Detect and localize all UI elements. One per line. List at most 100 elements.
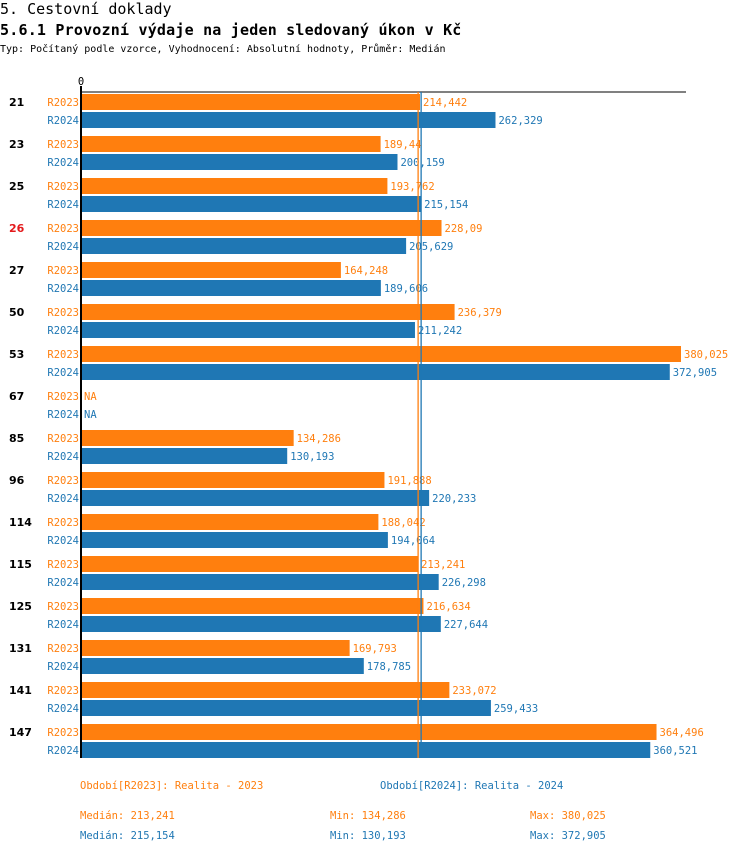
bar <box>82 682 450 698</box>
series-label: R2023 <box>47 559 79 571</box>
category-label: 147 <box>9 726 32 739</box>
series-label: R2023 <box>47 349 79 361</box>
stat-min-r2024: Min: 130,193 <box>330 830 406 842</box>
series-label: R2024 <box>47 661 79 673</box>
bar <box>82 658 364 674</box>
category-label: 26 <box>9 222 25 235</box>
data-label: 262,329 <box>498 115 542 127</box>
category-label: 131 <box>9 642 32 655</box>
data-label: 259,433 <box>494 703 538 715</box>
bar <box>82 220 442 236</box>
bar <box>82 346 681 362</box>
series-label: R2024 <box>47 409 79 421</box>
bar <box>82 514 379 530</box>
bar <box>82 178 388 194</box>
series-label: R2023 <box>47 643 79 655</box>
bar <box>82 238 407 254</box>
series-label: R2024 <box>47 115 79 127</box>
category-label: 21 <box>9 96 24 109</box>
series-label: R2024 <box>47 157 79 169</box>
data-label: 134,286 <box>297 433 341 445</box>
bar <box>82 154 398 170</box>
bar <box>82 322 415 338</box>
bar <box>82 94 421 110</box>
series-label: R2023 <box>47 727 79 739</box>
category-label: 50 <box>9 306 25 319</box>
bar <box>82 472 385 488</box>
data-label: 233,072 <box>452 685 496 697</box>
category-label: 125 <box>9 600 32 613</box>
data-label: 213,241 <box>421 559 465 571</box>
data-label: 205,629 <box>409 241 453 253</box>
category-label: 27 <box>9 264 24 277</box>
bar <box>82 700 491 716</box>
data-label: 228,09 <box>445 223 483 235</box>
series-label: R2024 <box>47 367 79 379</box>
stat-median-r2024: Medián: 215,154 <box>80 830 175 842</box>
series-label: R2023 <box>47 265 79 277</box>
bar <box>82 598 424 614</box>
stat-max-r2024: Max: 372,905 <box>530 830 606 842</box>
category-label: 85 <box>9 432 24 445</box>
series-label: R2023 <box>47 139 79 151</box>
bar <box>82 574 439 590</box>
data-label: 214,442 <box>423 97 467 109</box>
data-label: 380,025 <box>684 349 728 361</box>
series-label: R2024 <box>47 745 79 757</box>
bar-chart: 0 21 R2023 214,442 R2024 262,329 23 R2023 189,44… <box>9 76 728 758</box>
data-label: 164,248 <box>344 265 388 277</box>
stat-max-r2023: Max: 380,025 <box>530 810 606 822</box>
series-label: R2024 <box>47 619 79 631</box>
series-label: R2023 <box>47 475 79 487</box>
bar <box>82 304 455 320</box>
category-label: 25 <box>9 180 24 193</box>
bar <box>82 532 388 548</box>
x-tick-label: 0 <box>78 76 84 88</box>
bar <box>82 742 651 758</box>
series-label: R2024 <box>47 199 79 211</box>
bar <box>82 280 381 296</box>
data-label: 215,154 <box>424 199 468 211</box>
chart-subtitle: Typ: Počítaný podle vzorce, Vyhodnocení:… <box>0 44 446 55</box>
series-label: R2024 <box>47 493 79 505</box>
category-label: 115 <box>9 558 32 571</box>
data-label: 220,233 <box>432 493 476 505</box>
series-label: R2024 <box>47 535 79 547</box>
legend-r2024: Období[R2024]: Realita - 2024 <box>380 780 564 792</box>
series-label: R2023 <box>47 307 79 319</box>
legend-r2023: Období[R2023]: Realita - 2023 <box>80 780 264 792</box>
data-label: 189,606 <box>384 283 428 295</box>
data-label: 191,888 <box>387 475 431 487</box>
data-label: 364,496 <box>660 727 704 739</box>
bar <box>82 196 422 212</box>
category-label: 141 <box>9 684 32 697</box>
series-label: R2024 <box>47 283 79 295</box>
data-label: 236,379 <box>458 307 502 319</box>
bar <box>82 364 670 380</box>
data-label: 216,634 <box>426 601 470 613</box>
category-label: 114 <box>9 516 32 529</box>
data-label: 372,905 <box>673 367 717 379</box>
data-label: 130,193 <box>290 451 334 463</box>
category-label: 53 <box>9 348 24 361</box>
data-label: 188,042 <box>381 517 425 529</box>
bar <box>82 136 381 152</box>
data-label: 194,064 <box>391 535 435 547</box>
data-label: NA <box>84 409 97 421</box>
data-label: 200,159 <box>400 157 444 169</box>
bar <box>82 490 430 506</box>
data-label: 178,785 <box>367 661 411 673</box>
stat-min-r2023: Min: 134,286 <box>330 810 406 822</box>
data-label: 360,521 <box>653 745 697 757</box>
data-label: 193,762 <box>390 181 434 193</box>
series-label: R2024 <box>47 325 79 337</box>
series-label: R2023 <box>47 391 79 403</box>
bar <box>82 724 657 740</box>
series-label: R2024 <box>47 703 79 715</box>
series-label: R2023 <box>47 685 79 697</box>
series-label: R2024 <box>47 577 79 589</box>
series-label: R2023 <box>47 181 79 193</box>
bar <box>82 640 350 656</box>
category-label: 23 <box>9 138 24 151</box>
bar <box>82 112 496 128</box>
